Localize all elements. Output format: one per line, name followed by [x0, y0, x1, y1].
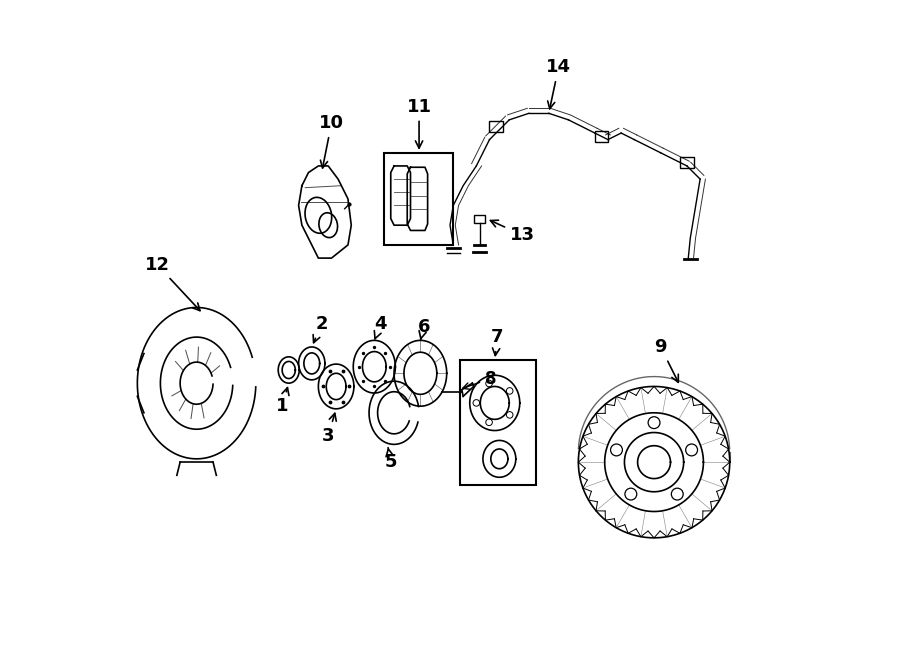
Text: 2: 2 [313, 315, 328, 342]
Bar [595, 131, 608, 141]
Point [341, 199, 356, 210]
Bar [490, 121, 503, 132]
Point [367, 381, 382, 392]
Text: 12: 12 [145, 256, 200, 311]
Point [356, 348, 370, 358]
Text: 3: 3 [322, 413, 337, 445]
Point [342, 381, 356, 392]
Text: 10: 10 [319, 114, 344, 168]
Point [322, 366, 337, 376]
Bar [460, 360, 536, 485]
Text: 6: 6 [418, 318, 430, 339]
Point [367, 342, 382, 352]
Point [322, 397, 337, 407]
Text: 5: 5 [384, 447, 397, 471]
Point [351, 362, 365, 372]
Text: 13: 13 [491, 220, 535, 244]
Bar [680, 157, 694, 168]
Point [382, 362, 397, 372]
Text: 7: 7 [491, 328, 504, 356]
Text: 4: 4 [374, 315, 387, 339]
Point [336, 397, 350, 407]
Bar [384, 153, 454, 245]
Point [378, 375, 392, 386]
Point [378, 348, 392, 358]
Bar [474, 215, 485, 223]
Text: 1: 1 [276, 387, 289, 415]
Text: 8: 8 [463, 369, 497, 389]
Point [356, 375, 370, 386]
Text: 9: 9 [654, 338, 679, 382]
Point [336, 366, 350, 376]
Text: 14: 14 [546, 58, 572, 109]
Point [316, 381, 330, 392]
Text: 11: 11 [407, 98, 432, 148]
